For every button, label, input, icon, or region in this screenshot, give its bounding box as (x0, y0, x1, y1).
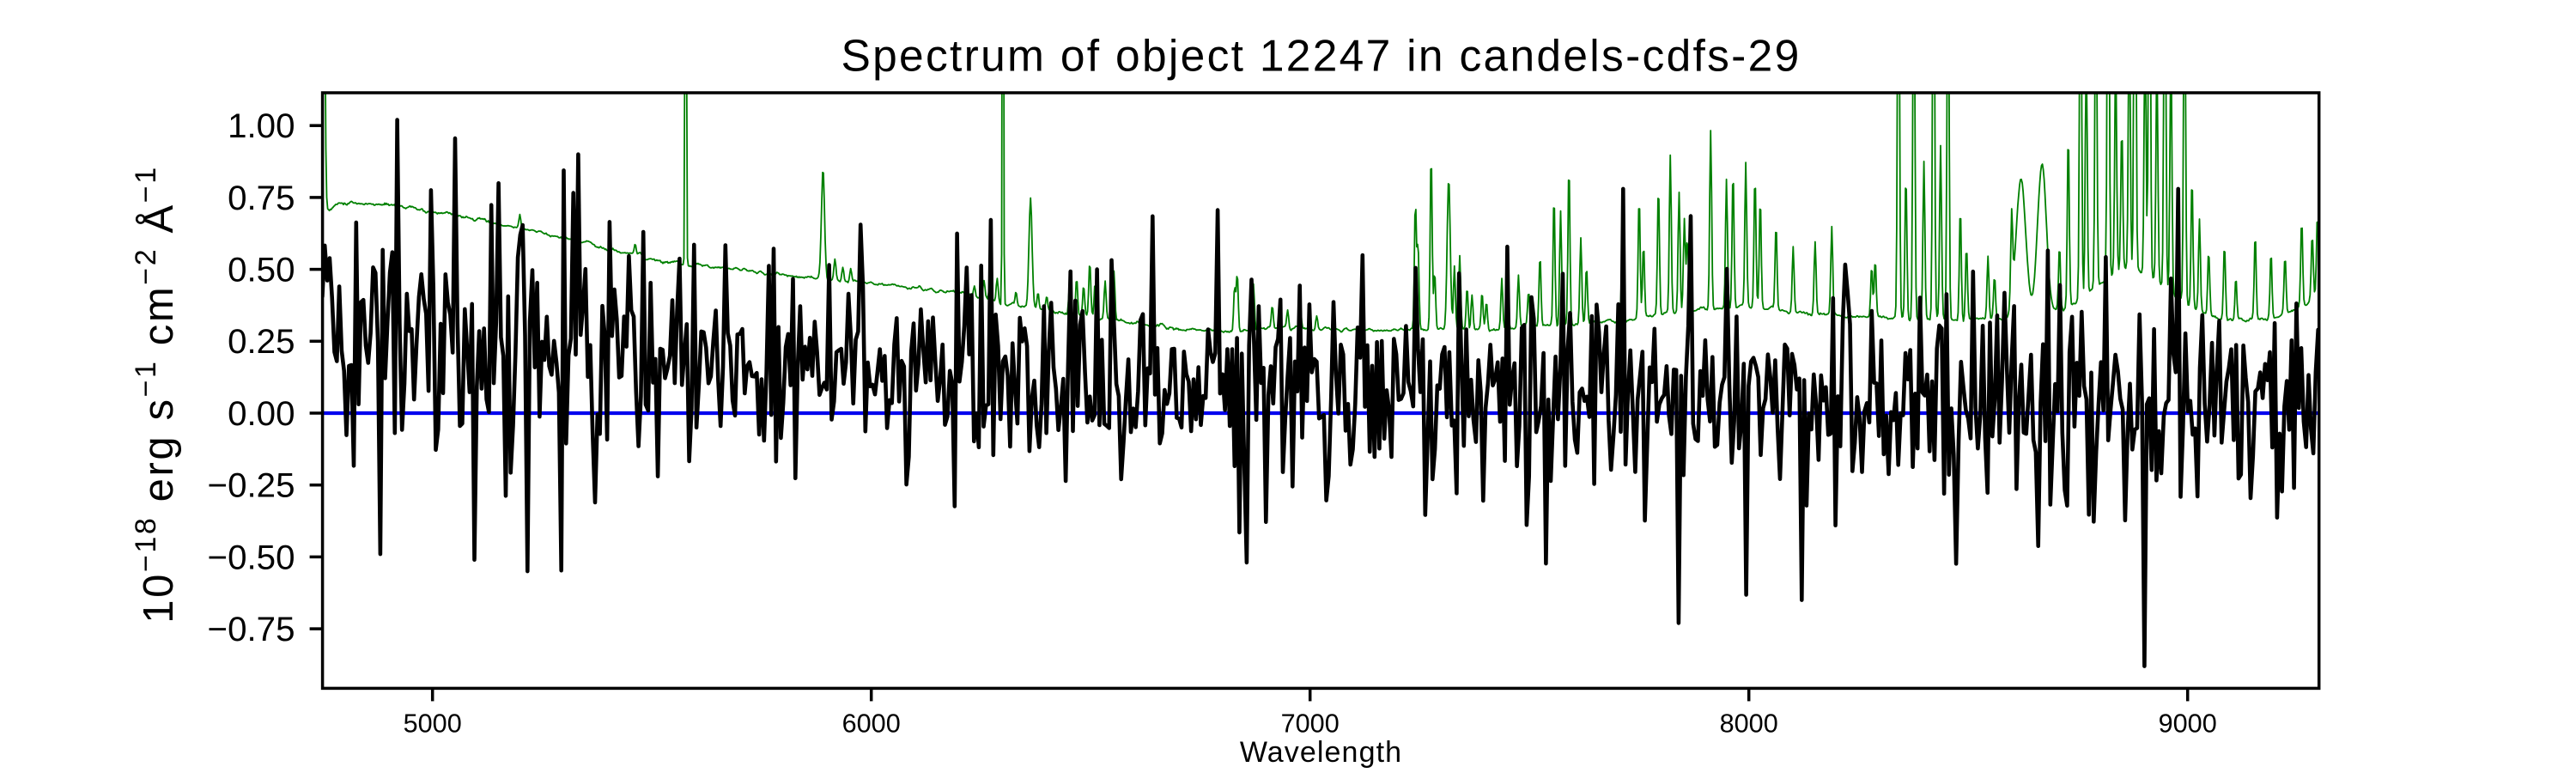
svg-text:−0.50: −0.50 (208, 538, 295, 576)
svg-text:−0.25: −0.25 (208, 466, 295, 505)
svg-text:0.25: 0.25 (228, 322, 295, 361)
svg-text:7000: 7000 (1281, 709, 1340, 738)
svg-text:0.50: 0.50 (228, 251, 295, 289)
svg-text:9000: 9000 (2159, 709, 2217, 738)
svg-text:Spectrum of object 12247 in ca: Spectrum of object 12247 in candels-cdfs… (841, 30, 1801, 80)
svg-text:Wavelength: Wavelength (1240, 736, 1402, 769)
svg-text:0.00: 0.00 (228, 394, 295, 433)
svg-text:1.00: 1.00 (228, 107, 295, 145)
svg-text:0.75: 0.75 (228, 179, 295, 217)
svg-text:−0.75: −0.75 (208, 610, 295, 648)
svg-text:6000: 6000 (842, 709, 901, 738)
svg-text:8000: 8000 (1720, 709, 1778, 738)
svg-text:5000: 5000 (404, 709, 462, 738)
